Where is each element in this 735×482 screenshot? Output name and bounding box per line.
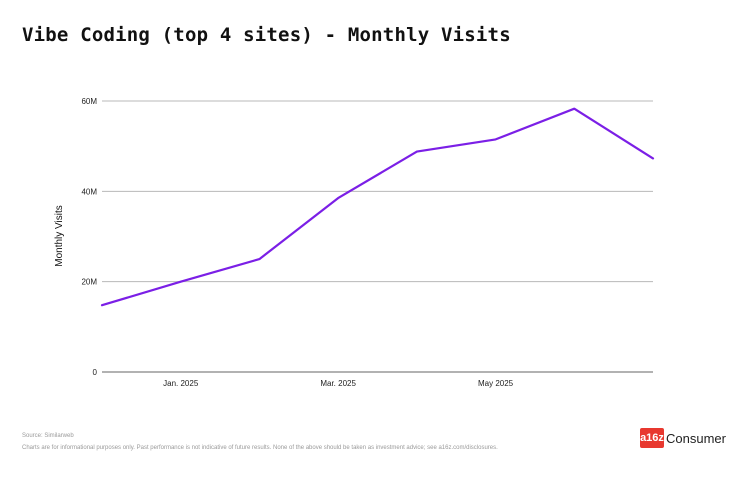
a16z-consumer-logo: a16z Consumer	[640, 428, 726, 448]
y-tick-label: 60M	[81, 97, 97, 106]
chart-title: Vibe Coding (top 4 sites) - Monthly Visi…	[22, 24, 511, 46]
disclaimer-note: Charts are for informational purposes on…	[22, 445, 498, 451]
logo-mark: a16z	[640, 428, 664, 448]
series-line-0	[100, 107, 655, 307]
y-tick-label: 20M	[81, 278, 97, 287]
y-axis-label: Monthly Visits	[54, 205, 65, 267]
gridlines	[102, 100, 653, 373]
x-tick-label: Jan. 2025	[163, 379, 199, 388]
logo-text: Consumer	[666, 430, 726, 446]
source-note: Source: Similarweb	[22, 433, 74, 439]
x-tick-label: May 2025	[478, 379, 514, 388]
y-axis-ticks: 0 20M 40M 60M	[81, 97, 97, 377]
x-tick-label: Mar. 2025	[320, 379, 356, 388]
y-tick-label: 0	[93, 368, 98, 377]
y-tick-label: 40M	[81, 187, 97, 196]
series-layer	[100, 107, 655, 307]
x-axis-ticks: Jan. 2025 Mar. 2025 May 2025	[163, 379, 514, 388]
